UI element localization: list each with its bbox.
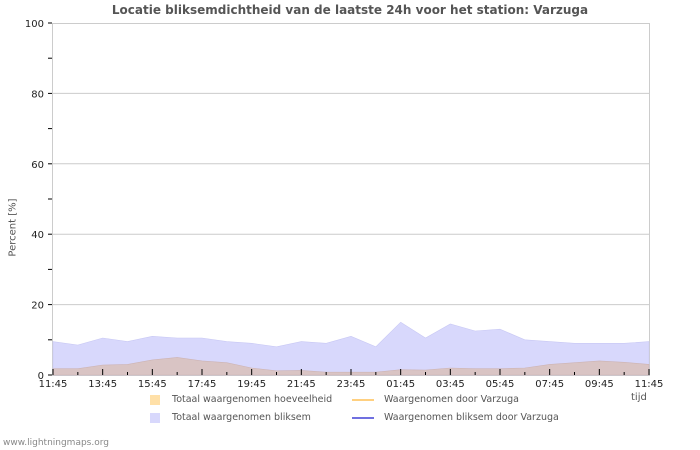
x-tick-label: 15:45	[138, 379, 167, 390]
y-tick-label: 100	[25, 19, 44, 30]
x-tick-label: 13:45	[88, 379, 117, 390]
legend-label: Totaal waargenomen bliksem	[172, 412, 311, 423]
y-tick-label: 0	[38, 371, 44, 382]
legend-line-lightning-by-station	[352, 416, 374, 419]
x-tick-label: 11:45	[635, 379, 664, 390]
y-tick-label: 40	[31, 230, 44, 241]
legend-item-total-lightning: Totaal waargenomen bliksem	[150, 412, 311, 423]
y-axis-label: Percent [%]	[7, 198, 19, 257]
legend-label: Totaal waargenomen hoeveelheid	[172, 394, 333, 405]
y-tick-label: 60	[31, 160, 44, 171]
x-tick-label: 01:45	[386, 379, 415, 390]
legend-item-total-amount: Totaal waargenomen hoeveelheid	[150, 394, 332, 405]
y-tick-label: 20	[31, 301, 44, 312]
legend-item-observed-by-station: Waargenomen door Varzuga	[352, 394, 519, 405]
legend-label: Waargenomen door Varzuga	[384, 394, 519, 405]
x-tick-label: 21:45	[287, 379, 316, 390]
x-tick-label: 05:45	[486, 379, 515, 390]
legend-swatch-total-lightning	[150, 412, 160, 423]
x-tick-label: 11:45	[39, 379, 68, 390]
x-tick-label: 07:45	[535, 379, 564, 390]
legend-line-observed-by-station	[352, 398, 374, 401]
chart-title: Locatie bliksemdichtheid van de laatste …	[111, 3, 589, 17]
x-tick-label: 09:45	[585, 379, 614, 390]
x-tick-label: 17:45	[188, 379, 217, 390]
legend-label: Waargenomen bliksem door Varzuga	[384, 412, 559, 423]
x-tick-label: 23:45	[337, 379, 366, 390]
plot-border	[52, 23, 650, 376]
legend-swatch-total-amount	[150, 394, 160, 405]
legend-item-lightning-by-station: Waargenomen bliksem door Varzuga	[352, 412, 559, 423]
x-tick-label: 19:45	[237, 379, 266, 390]
x-tick-label: 03:45	[436, 379, 465, 390]
footer-source: www.lightningmaps.org	[3, 438, 109, 448]
y-tick-label: 80	[31, 89, 44, 100]
x-axis-label: tijd	[631, 392, 647, 403]
